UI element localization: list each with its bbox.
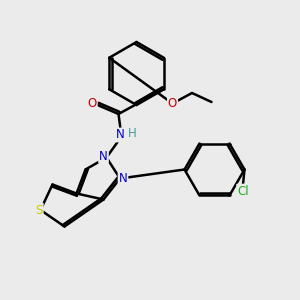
Text: S: S [35,203,43,217]
Text: H: H [128,127,136,140]
Text: O: O [168,97,177,110]
Text: N: N [116,128,124,142]
Text: N: N [99,149,108,163]
Text: O: O [88,97,97,110]
Text: Cl: Cl [237,184,249,198]
Text: N: N [118,172,127,185]
